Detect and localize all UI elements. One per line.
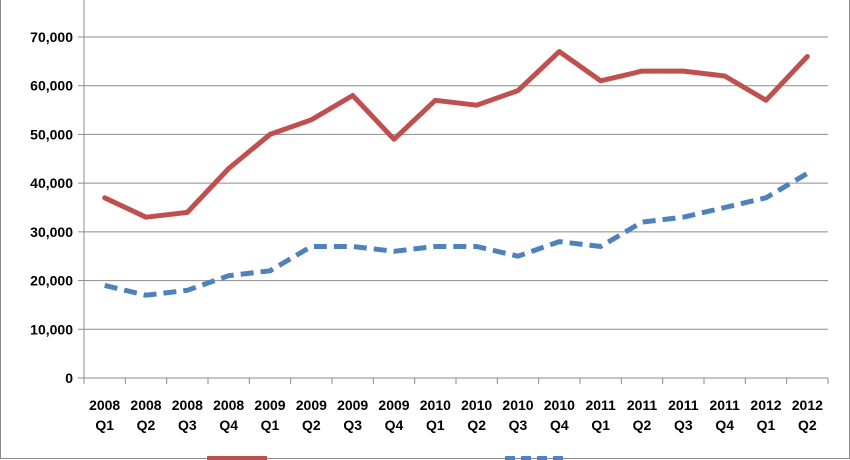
x-tick-label-quarter: Q2 [467,417,486,433]
x-tick-label-quarter: Q1 [426,417,445,433]
axes [78,0,829,384]
x-tick-label-quarter: Q3 [509,417,528,433]
x-tick-label-year: 2010 [420,397,451,413]
series-line-1 [102,49,810,220]
x-tick-label-quarter: Q4 [715,417,734,433]
x-tick-label-year: 2011 [709,397,740,413]
x-tick-label-year: 2010 [544,397,575,413]
x-tick-label-quarter: Q2 [633,417,652,433]
x-tick-label-year: 2010 [502,397,533,413]
y-tick-label: 50,000 [30,126,73,142]
x-tick-label-year: 2011 [627,397,658,413]
x-tick-label-year: 2009 [378,397,409,413]
x-tick-label-quarter: Q1 [591,417,610,433]
y-tick-label: 40,000 [30,175,73,191]
x-tick-label-quarter: Q2 [302,417,321,433]
x-tick-label-year: 2009 [254,397,285,413]
y-axis-ticks: 0 10,000 20,000 30,000 40,000 50,000 60,000 70,… [30,29,73,386]
y-tick-label: 0 [65,370,73,386]
x-tick-label-year: 2011 [668,397,699,413]
x-tick-label-quarter: Q2 [137,417,156,433]
x-tick-label-year: 2010 [461,397,492,413]
x-axis-ticks: 2008 Q1 2008 Q2 2008 Q3 2008 Q4 2009 Q1 2009 Q2 2009… [89,397,823,433]
x-tick-label-year: 2009 [296,397,327,413]
x-tick-label-quarter: Q4 [219,417,238,433]
x-tick-label-quarter: Q1 [261,417,280,433]
y-tick-label: 70,000 [30,29,73,45]
y-tick-label: 60,000 [30,78,73,94]
x-tick-label-quarter: Q3 [674,417,693,433]
series-line-2 [104,171,809,298]
x-tick-label-quarter: Q3 [343,417,362,433]
x-tick-label-year: 2012 [792,397,823,413]
x-tick-label-year: 2008 [130,397,161,413]
x-tick-label-quarter: Q4 [550,417,569,433]
x-tick-label-year: 2009 [337,397,368,413]
x-tick-label-quarter: Q1 [757,417,776,433]
x-tick-label-quarter: Q3 [178,417,197,433]
series-lines [102,49,810,298]
x-tick-label-year: 2008 [89,397,120,413]
x-tick-label-quarter: Q2 [798,417,817,433]
y-tick-label: 30,000 [30,224,73,240]
x-tick-label-year: 2012 [750,397,781,413]
y-tick-label: 10,000 [30,321,73,337]
x-tick-label-year: 2011 [585,397,616,413]
y-tick-label: 20,000 [30,273,73,289]
x-tick-label-year: 2008 [172,397,203,413]
x-tick-label-quarter: Q1 [95,417,114,433]
gridlines [84,36,828,330]
x-tick-label-quarter: Q4 [385,417,404,433]
x-tick-label-year: 2008 [213,397,244,413]
